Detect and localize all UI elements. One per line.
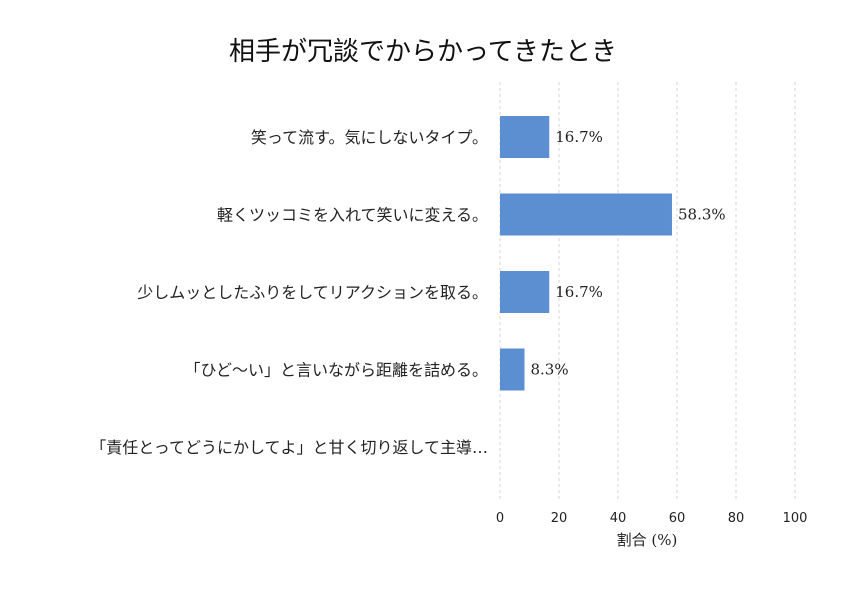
value-label: 16.7% [555, 283, 603, 301]
bar [500, 348, 525, 391]
value-label: 8.3% [530, 361, 568, 379]
value-label: 58.3% [678, 206, 726, 224]
x-tick-label: 60 [669, 511, 686, 526]
x-axis-ticks: 0 20 40 60 80 100 [496, 511, 808, 526]
x-tick-label: 20 [551, 511, 568, 526]
x-tick-label: 0 [496, 511, 504, 526]
chart-title: 相手が冗談でからかってきたとき [229, 37, 617, 67]
category-label: 笑って流す。気にしないタイプ。 [251, 128, 488, 147]
category-label: 「責任とってどうにかしてよ」と甘く切り返して主導… [90, 438, 488, 457]
category-label: 「ひど〜い」と言いながら距離を詰める。 [184, 361, 488, 380]
bars [500, 116, 672, 391]
value-labels: 16.7% 58.3% 16.7% 8.3% [530, 128, 725, 379]
x-axis-label: 割合 (%) [617, 531, 678, 549]
x-tick-label: 80 [728, 511, 745, 526]
x-tick-label: 100 [783, 511, 808, 526]
x-tick-label: 40 [610, 511, 627, 526]
value-label: 16.7% [555, 128, 603, 146]
gridlines [499, 82, 796, 500]
category-labels: 笑って流す。気にしないタイプ。軽くツッコミを入れて笑いに変える。少しムッとしたふ… [90, 128, 488, 457]
bar [500, 193, 672, 236]
category-label: 少しムッとしたふりをしてリアクションを取る。 [137, 283, 488, 302]
bar [500, 271, 550, 313]
category-label: 軽くツッコミを入れて笑いに変える。 [217, 206, 488, 225]
bar [500, 116, 550, 158]
